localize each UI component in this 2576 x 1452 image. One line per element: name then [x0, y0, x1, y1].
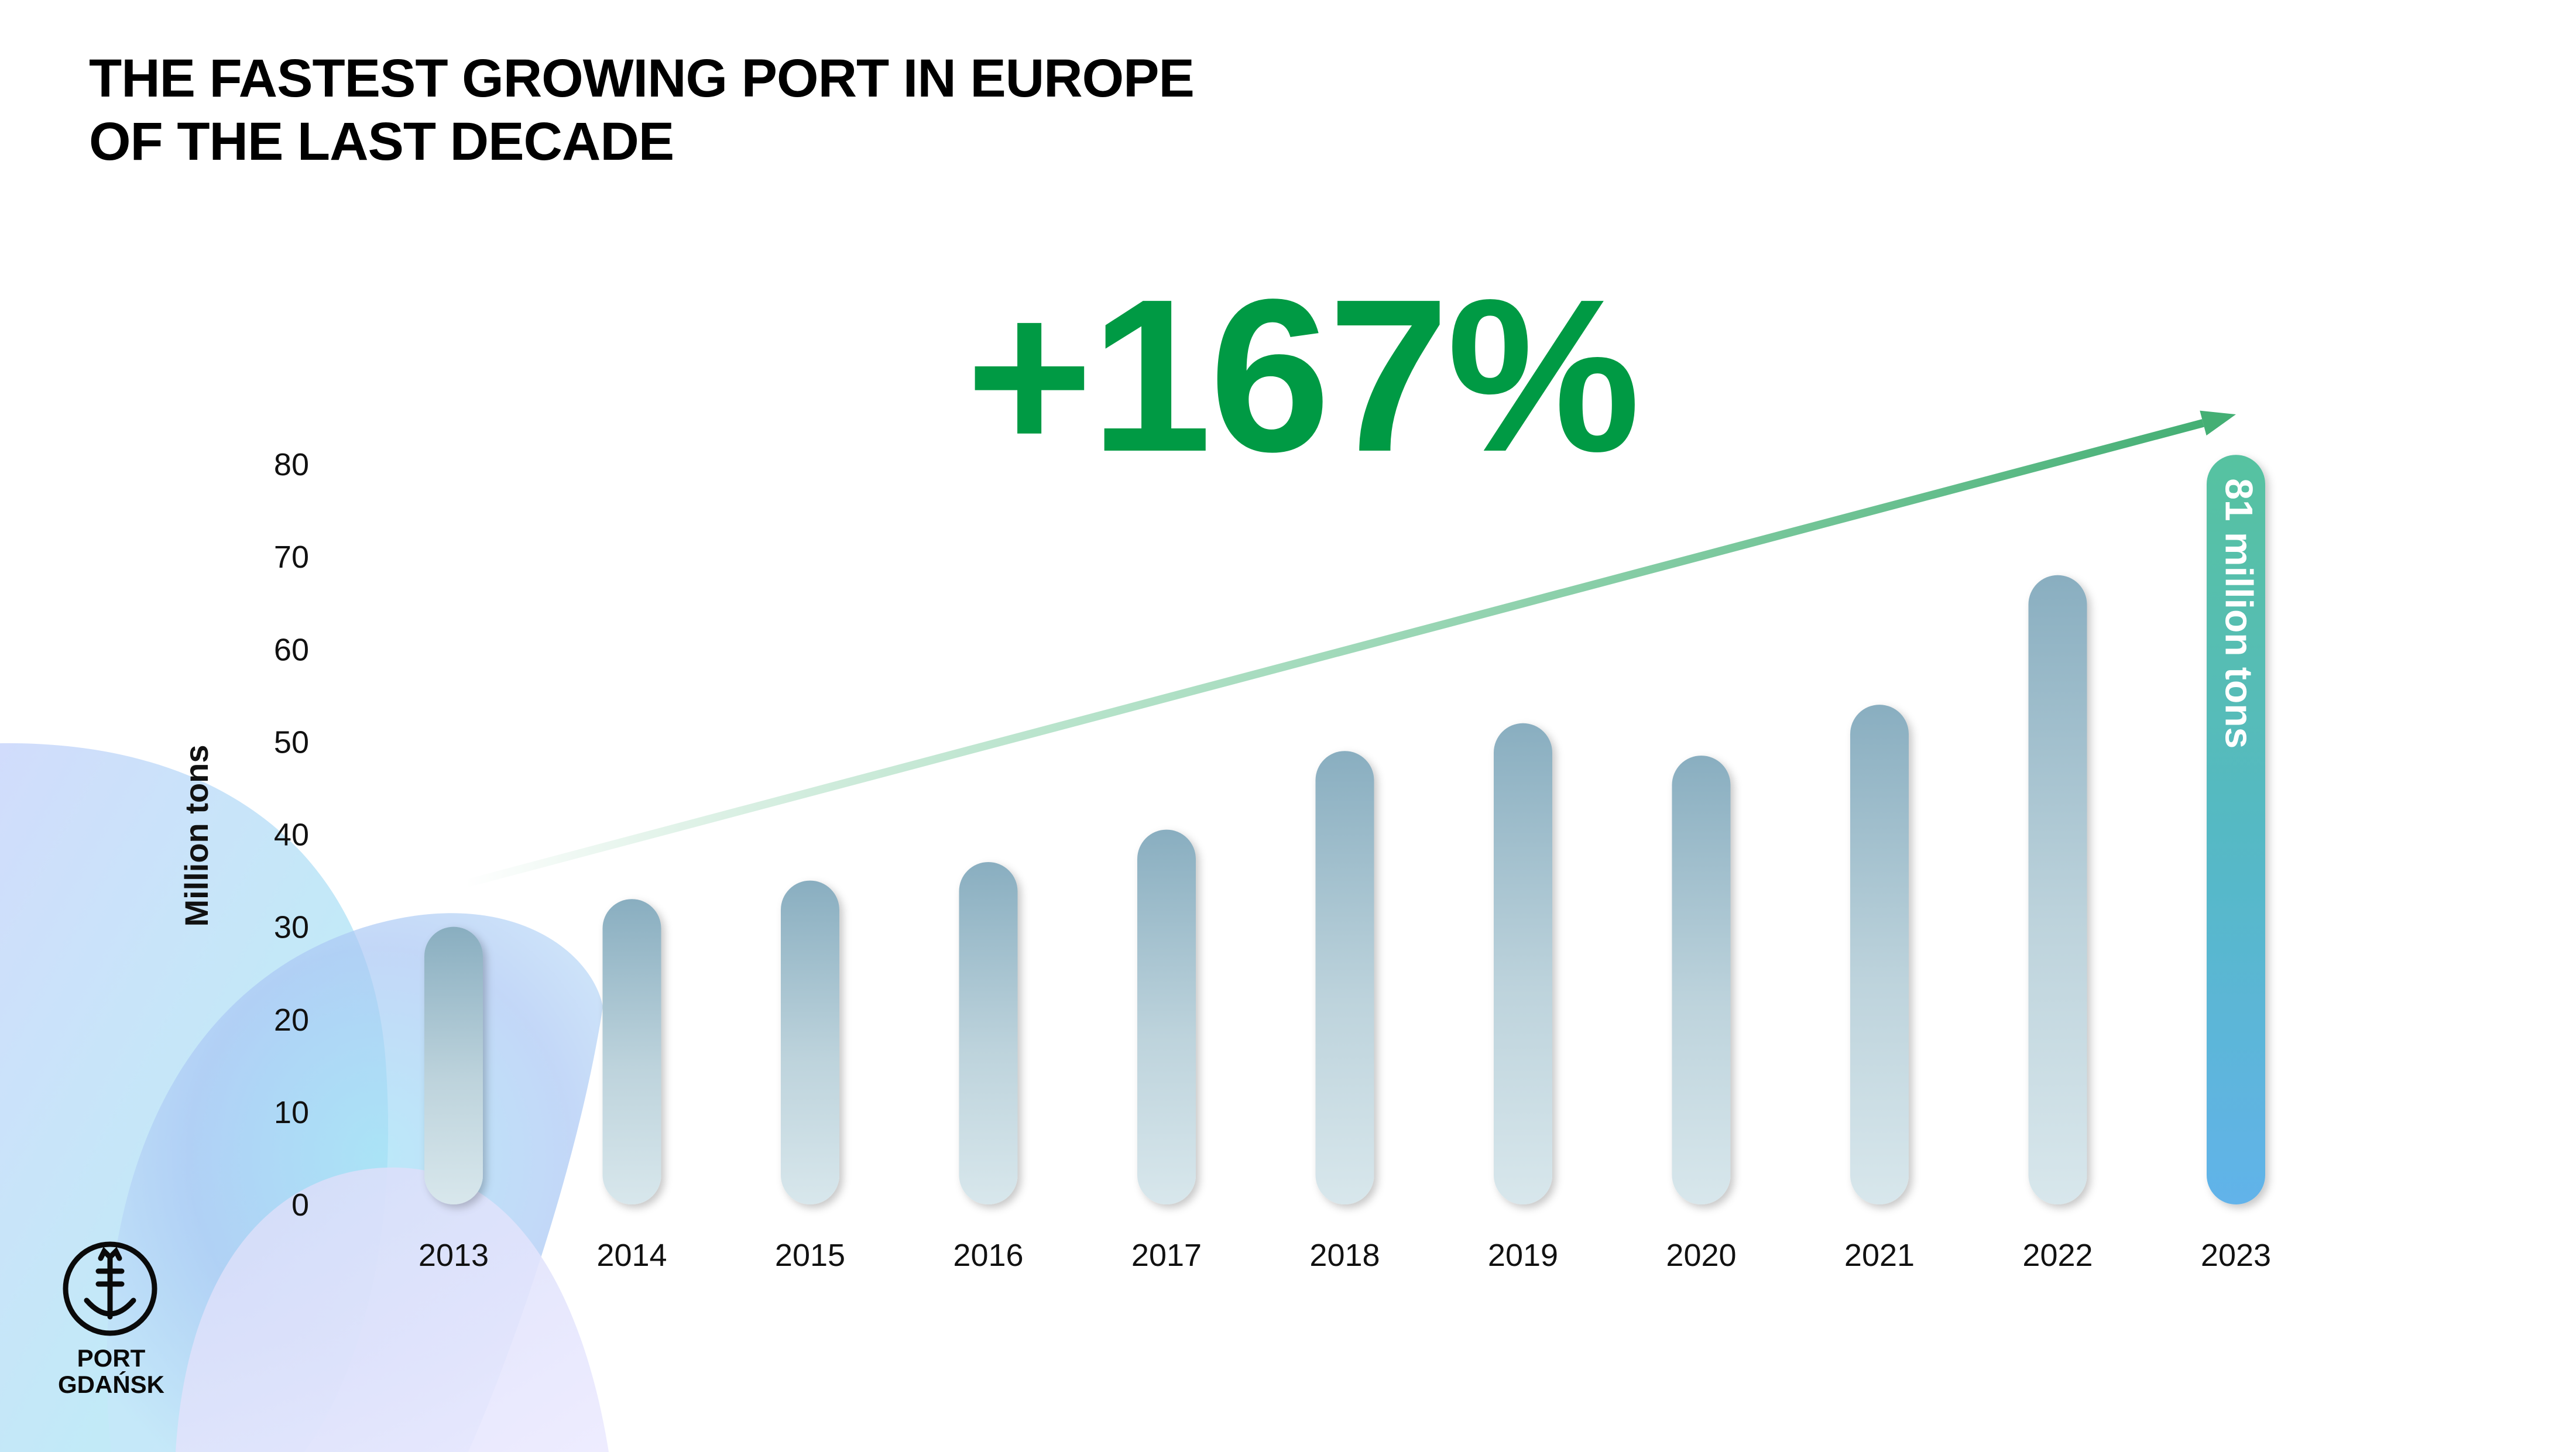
- logo-line-1: PORT: [77, 1344, 146, 1372]
- x-tick-label: 2017: [1131, 1238, 1202, 1273]
- x-tick-label: 2023: [2201, 1238, 2271, 1273]
- x-tick-label: 2018: [1309, 1238, 1380, 1273]
- trend-arrow: [464, 410, 2236, 888]
- bar-highlight-2023: [2207, 455, 2265, 1204]
- growth-headline: +167%: [966, 253, 1641, 497]
- port-gdansk-logo: [63, 1241, 157, 1336]
- x-axis: 2013 2014 2015 2016 2017 2018 2019 2020 2021 2022…: [419, 1238, 2271, 1273]
- logo-text: PORT GDAŃSK: [35, 1345, 187, 1398]
- bar-2014: [602, 899, 661, 1204]
- title-line-1: THE FASTEST GROWING PORT IN EUROPE: [89, 49, 1195, 108]
- highlight-bar-label: 81 million tons: [2218, 478, 2261, 749]
- y-axis: 0 10 20 30 40 50 60 70 80: [274, 447, 309, 1223]
- bar-2020: [1672, 756, 1731, 1204]
- y-tick-label: 10: [274, 1095, 309, 1130]
- bar-2017: [1137, 829, 1196, 1204]
- trend-arrow-head: [2200, 410, 2236, 436]
- x-tick-label: 2014: [596, 1238, 667, 1273]
- y-tick-label: 50: [274, 725, 309, 760]
- bar-2015: [781, 880, 839, 1204]
- y-tick-label: 20: [274, 1003, 309, 1038]
- bar-2016: [959, 861, 1018, 1204]
- x-tick-label: 2021: [1844, 1238, 1915, 1273]
- y-tick-label: 40: [274, 818, 309, 853]
- bar-2022: [2028, 575, 2087, 1204]
- bar-2013: [424, 926, 483, 1204]
- trend-arrow-shaft: [464, 419, 2204, 888]
- logo-line-2: GDAŃSK: [57, 1371, 164, 1399]
- y-tick-label: 30: [274, 910, 309, 945]
- y-tick-label: 60: [274, 632, 309, 667]
- bar-2019: [1494, 723, 1552, 1204]
- x-tick-label: 2015: [775, 1238, 845, 1273]
- x-tick-label: 2019: [1488, 1238, 1558, 1273]
- x-tick-label: 2016: [953, 1238, 1023, 1273]
- y-tick-label: 70: [274, 540, 309, 575]
- y-tick-label: 0: [291, 1187, 309, 1223]
- y-tick-label: 80: [274, 447, 309, 482]
- anchor-crown-icon: [63, 1241, 157, 1336]
- x-tick-label: 2020: [1666, 1238, 1736, 1273]
- title-line-2: OF THE LAST DECADE: [89, 112, 674, 171]
- bars: 81 million tons: [424, 455, 2265, 1204]
- x-tick-label: 2022: [2022, 1238, 2093, 1273]
- x-tick-label: 2013: [419, 1238, 489, 1273]
- y-axis-title: Million tons: [178, 744, 215, 926]
- blob-bottom: [176, 1167, 609, 1452]
- bar-2018: [1315, 751, 1374, 1204]
- bar-2021: [1850, 705, 1909, 1204]
